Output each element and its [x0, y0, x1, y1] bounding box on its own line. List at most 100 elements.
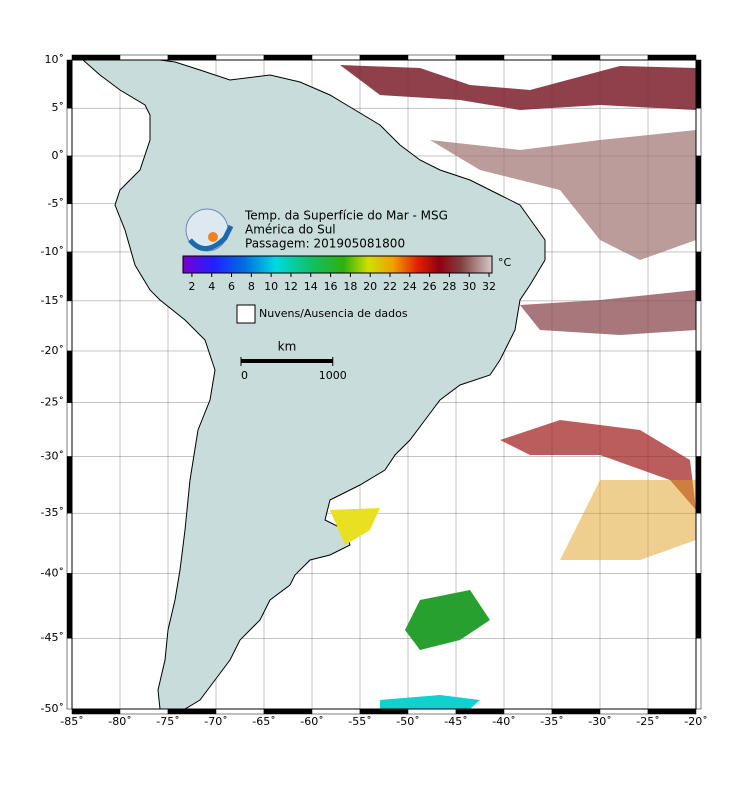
scale-tick-label: 1000 [319, 369, 347, 382]
frame-segment [407, 708, 457, 715]
frame-segment [263, 708, 313, 715]
frame-segment [66, 59, 73, 109]
colorbar-tick-label: 10 [264, 280, 278, 293]
lon-tick-label: -45˚ [444, 715, 467, 728]
frame-segment [695, 251, 702, 302]
scale-unit: km [278, 340, 297, 354]
colorbar [182, 255, 493, 274]
frame-segment [647, 708, 697, 715]
lon-tick-label: -60˚ [300, 715, 323, 728]
scale-tick-label: 0 [241, 369, 248, 382]
colorbar-tick-label: 8 [248, 280, 255, 293]
colorbar-tick-label: 22 [383, 280, 397, 293]
lat-tick-label: 0˚ [52, 149, 65, 162]
frame-segment [503, 54, 553, 61]
frame-segment [551, 708, 601, 715]
colorbar-tick-label: 16 [324, 280, 338, 293]
lon-tick-label: -65˚ [252, 715, 275, 728]
frame-segment [167, 708, 217, 715]
frame-segment [647, 54, 697, 61]
frame-segment [311, 54, 361, 61]
title-line: América do Sul [245, 223, 336, 237]
frame-segment [551, 54, 601, 61]
colorbar-tick-label: 20 [363, 280, 377, 293]
frame-segment [695, 573, 702, 639]
frame-segment [695, 637, 702, 710]
frame-segment [215, 54, 265, 61]
frame-segment [695, 155, 702, 205]
frame-segment [695, 402, 702, 457]
colorbar-tick-label: 28 [442, 280, 456, 293]
colorbar-tick-label: 32 [482, 280, 496, 293]
sst-patch [430, 130, 696, 260]
sst-patch [340, 65, 696, 110]
lat-tick-label: -20˚ [41, 344, 64, 357]
frame-segment [119, 54, 169, 61]
frame [71, 59, 697, 710]
frame-segment [71, 708, 121, 715]
frame-segment [66, 402, 73, 457]
frame-segment [167, 54, 217, 61]
frame-segment [66, 107, 73, 157]
colorbar-tick-label: 6 [228, 280, 235, 293]
frame-segment [215, 708, 265, 715]
colorbar-tick-label: 24 [403, 280, 417, 293]
frame-segment [263, 54, 313, 61]
lat-tick-label: -50˚ [41, 702, 64, 715]
frame-segment [599, 54, 649, 61]
frame-segment [66, 637, 73, 710]
lat-tick-label: 10˚ [45, 53, 65, 66]
sst-patch [405, 590, 490, 650]
frame-segment [66, 456, 73, 514]
frame-segment [695, 350, 702, 403]
lat-tick-label: 5˚ [52, 101, 65, 114]
lat-tick-label: -5˚ [48, 197, 64, 210]
lon-tick-label: -85˚ [60, 715, 83, 728]
colorbar-tick-label: 2 [188, 280, 195, 293]
frame-segment [455, 708, 505, 715]
frame-segment [503, 708, 553, 715]
lon-tick-label: -35˚ [540, 715, 563, 728]
lat-tick-label: -10˚ [41, 245, 64, 258]
sst-patch [520, 290, 696, 335]
sst-patch [330, 508, 380, 545]
frame-segment [66, 350, 73, 403]
lat-tick-label: -15˚ [41, 294, 64, 307]
lon-tick-label: -30˚ [588, 715, 611, 728]
lat-tick-label: -40˚ [41, 566, 64, 579]
frame-segment [359, 708, 409, 715]
lon-tick-label: -40˚ [492, 715, 515, 728]
legend-label: Nuvens/Ausencia de dados [259, 307, 408, 320]
lon-tick-label: -80˚ [108, 715, 131, 728]
frame-segment [119, 708, 169, 715]
scale-bar [241, 359, 333, 363]
frame-segment [66, 512, 73, 574]
frame-segment [695, 456, 702, 514]
colorbar-tick-label: 18 [343, 280, 357, 293]
legend-swatch [236, 304, 256, 324]
frame-segment [695, 512, 702, 574]
lon-tick-label: -55˚ [348, 715, 371, 728]
lat-tick-label: -45˚ [41, 631, 64, 644]
frame-segment [71, 54, 121, 61]
lon-tick-label: -25˚ [636, 715, 659, 728]
frame-segment [695, 203, 702, 253]
colorbar-tick-label: 12 [284, 280, 298, 293]
colorbar-unit: °C [498, 256, 512, 269]
frame-segment [66, 300, 73, 352]
frame-segment [455, 54, 505, 61]
sst-pixels [82, 60, 696, 709]
colorbar-tick-label: 26 [423, 280, 437, 293]
title-line: Passagem: 201905081800 [245, 237, 405, 251]
frame-segment [311, 708, 361, 715]
lon-tick-label: -20˚ [684, 715, 707, 728]
sst-patch [500, 420, 696, 510]
frame-segment [359, 54, 409, 61]
lat-tick-label: -30˚ [41, 450, 64, 463]
colorbar-tick-label: 14 [304, 280, 318, 293]
lon-tick-label: -50˚ [396, 715, 419, 728]
sst-patch [380, 695, 480, 709]
frame-segment [695, 300, 702, 352]
colorbar-tick-label: 30 [462, 280, 476, 293]
